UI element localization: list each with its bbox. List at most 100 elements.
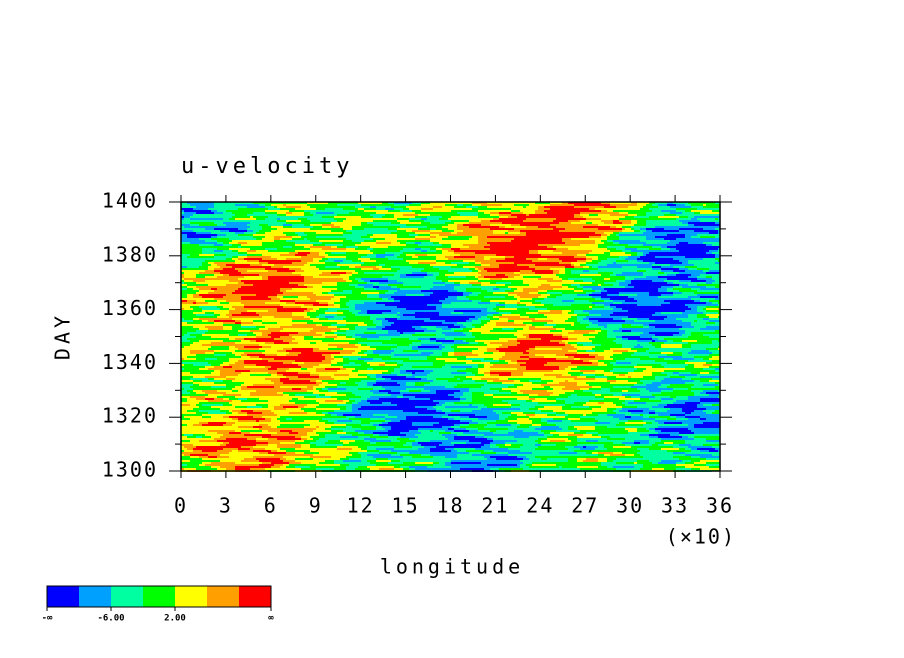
- field-cell: [601, 290, 607, 292]
- field-cell: [202, 450, 217, 452]
- field-cell: [277, 310, 304, 312]
- field-cell: [703, 384, 718, 386]
- field-cell: [349, 278, 355, 280]
- field-cell: [559, 222, 571, 224]
- field-cell: [262, 238, 274, 240]
- field-cell: [250, 216, 253, 218]
- field-cell: [697, 374, 720, 376]
- field-cell: [544, 374, 562, 376]
- field-cell: [340, 458, 349, 460]
- field-cell: [397, 256, 412, 258]
- x-tick-label: 27: [571, 494, 599, 518]
- field-cell: [181, 250, 202, 252]
- field-cell: [391, 450, 430, 452]
- field-cell: [649, 442, 655, 444]
- field-cell: [517, 308, 529, 310]
- field-cell: [382, 216, 394, 218]
- field-cell: [220, 302, 229, 304]
- field-cell: [685, 448, 691, 450]
- field-cell: [526, 414, 535, 416]
- field-cell: [430, 202, 472, 204]
- field-cell: [298, 364, 319, 366]
- field-cell: [625, 320, 634, 322]
- field-cell: [553, 334, 562, 336]
- field-cell: [607, 240, 613, 242]
- field-cell: [286, 370, 316, 372]
- field-cell: [649, 412, 655, 414]
- field-cell: [604, 242, 613, 244]
- field-cell: [430, 318, 469, 320]
- field-cell: [574, 206, 604, 208]
- field-cell: [223, 448, 238, 450]
- field-cell: [523, 468, 580, 470]
- field-cell: [571, 238, 607, 240]
- field-cell: [529, 466, 559, 468]
- field-cell: [649, 440, 661, 442]
- field-cell: [187, 266, 199, 268]
- field-cell: [403, 350, 418, 352]
- field-cell: [466, 362, 490, 364]
- colorbar-label: 2.00: [164, 614, 186, 624]
- field-cell: [328, 348, 343, 350]
- field-cell: [676, 208, 697, 210]
- field-cell: [391, 420, 400, 422]
- field-cell: [508, 402, 538, 404]
- field-cell: [310, 224, 322, 226]
- field-cell: [397, 396, 403, 398]
- field-cell: [292, 314, 307, 316]
- field-cell: [181, 464, 187, 466]
- field-cell: [367, 398, 379, 400]
- field-cell: [382, 426, 391, 428]
- field-cell: [226, 210, 265, 212]
- field-cell: [700, 372, 709, 374]
- field-cell: [304, 310, 310, 312]
- field-cell: [718, 308, 720, 310]
- field-cell: [397, 312, 400, 314]
- field-cell: [295, 254, 307, 256]
- field-cell: [358, 374, 367, 376]
- field-cell: [493, 432, 508, 434]
- field-cell: [622, 326, 643, 328]
- field-cell: [454, 392, 463, 394]
- field-cell: [352, 454, 361, 456]
- field-cell: [637, 428, 646, 430]
- x-tick-label: 18: [436, 494, 464, 518]
- field-cell: [595, 356, 604, 358]
- field-cell: [346, 252, 358, 254]
- field-cell: [379, 292, 385, 294]
- field-cell: [586, 376, 595, 378]
- field-cell: [262, 332, 271, 334]
- field-cell: [643, 274, 667, 276]
- field-cell: [394, 216, 415, 218]
- field-cell: [472, 334, 514, 336]
- field-cell: [181, 410, 187, 412]
- field-cell: [619, 220, 631, 222]
- field-cell: [361, 236, 370, 238]
- field-cell: [337, 330, 346, 332]
- field-cell: [361, 400, 367, 402]
- field-cell: [658, 386, 667, 388]
- field-cell: [412, 346, 418, 348]
- field-cell: [265, 302, 286, 304]
- field-cell: [415, 384, 424, 386]
- field-cell: [355, 382, 367, 384]
- field-cell: [631, 228, 634, 230]
- field-cell: [250, 432, 277, 434]
- field-cell: [589, 266, 592, 268]
- field-cell: [616, 260, 628, 262]
- field-cell: [553, 220, 568, 222]
- field-cell: [445, 320, 466, 322]
- field-cell: [649, 430, 655, 432]
- field-cell: [535, 414, 547, 416]
- field-cell: [262, 226, 271, 228]
- field-cell: [286, 418, 292, 420]
- field-cell: [538, 438, 547, 440]
- field-cell: [700, 300, 709, 302]
- field-cell: [478, 270, 481, 272]
- field-cell: [682, 422, 703, 424]
- field-cell: [592, 340, 613, 342]
- field-cell: [442, 302, 451, 304]
- field-cell: [688, 268, 697, 270]
- field-cell: [376, 376, 382, 378]
- field-cell: [580, 430, 628, 432]
